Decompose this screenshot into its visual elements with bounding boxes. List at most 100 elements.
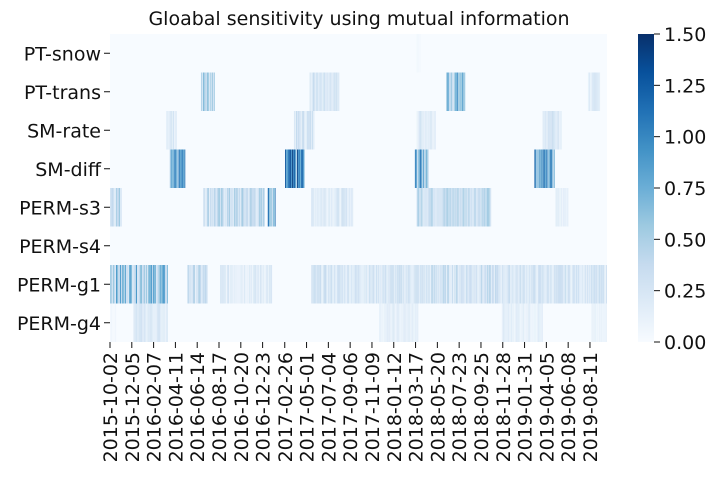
heatmap-cell [135,265,136,304]
heatmap-segment [200,72,215,111]
colorbar-ticks: 0.00 0.25 0.50 0.75 1.00 1.25 1.50 [654,24,706,354]
heatmap-cell [232,188,233,227]
heatmap-cell [507,303,509,342]
heatmap-cell [495,265,497,304]
heatmap-cell [345,188,347,227]
heatmap-cell [445,265,447,304]
heatmap-cell [452,188,454,227]
heatmap-cell [582,265,584,304]
heatmap-cell [255,265,257,304]
heatmap-cell [275,188,276,227]
heatmap-cell [418,111,420,150]
heatmap-cell [157,303,159,342]
heatmap-cell [461,72,463,111]
heatmap-cell [502,265,504,304]
heatmap-cell [590,265,592,304]
heatmap-segment [587,72,601,111]
heatmap-cell [113,303,114,342]
heatmap-cell [168,111,170,150]
heatmap-cell [267,265,269,304]
heatmap-cell [120,265,121,304]
heatmap-cell [500,265,502,304]
heatmap-cell [290,149,292,188]
heatmap-cell [421,265,423,304]
heatmap-cell [370,265,372,304]
heatmap-cell [433,111,435,150]
heatmap-cell [508,303,510,342]
heatmap-cell [480,188,482,227]
heatmap-cell [422,265,424,304]
heatmap-cell [592,72,594,111]
heatmap-cell [565,265,567,304]
heatmap-cell [516,303,518,342]
heatmap-cell [116,265,117,304]
heatmap-cell [513,303,515,342]
heatmap-cell [201,72,203,111]
heatmap-cell [114,265,115,304]
heatmap-cell [546,149,548,188]
heatmap-cell [447,72,449,111]
heatmap-cell [422,149,424,188]
heatmap-cell [476,188,478,227]
heatmap-cell [301,149,303,188]
heatmap-cell [154,303,156,342]
heatmap-cell [311,265,313,304]
heatmap-cell [133,265,134,304]
heatmap-cell [263,265,265,304]
heatmap-cell [595,303,597,342]
heatmap-cell [407,303,409,342]
heatmap-cell [534,303,536,342]
heatmap-cell [332,188,334,227]
heatmap-cell [436,188,438,227]
heatmap-cell [448,72,450,111]
heatmap-cell [391,303,393,342]
heatmap-cell [271,188,273,227]
heatmap-cell [554,265,556,304]
heatmap-cell [165,265,166,304]
heatmap-cell [356,265,358,304]
heatmap-cell [540,303,542,342]
heatmap-cell [444,265,446,304]
heatmap-cell [464,188,466,227]
heatmap-cell [160,265,161,304]
heatmap-cell [287,149,289,188]
heatmap-cell [303,149,305,188]
heatmap-cell [459,265,461,304]
heatmap-cell [312,265,314,304]
x-tick-label: 2017-05-01 [297,352,319,462]
heatmap-cell [429,265,431,304]
heatmap-cell [543,265,545,304]
heatmap-cell [265,265,267,304]
heatmap-cell [420,149,422,188]
heatmap-cell [319,188,321,227]
heatmap-cell [591,72,593,111]
heatmap-cell [209,72,211,111]
heatmap-cell [580,265,582,304]
heatmap-cell [179,149,181,188]
heatmap-cell [519,265,521,304]
heatmap-cell [395,303,397,342]
heatmap-cell [175,149,177,188]
heatmap-cell [535,265,537,304]
heatmap-cell [449,188,451,227]
heatmap-cell [330,265,332,304]
heatmap-cell [296,111,298,150]
heatmap-cell [326,265,328,304]
heatmap-cell [550,265,552,304]
heatmap-cell [244,265,246,304]
heatmap-cell [324,72,326,111]
heatmap-cell [253,265,255,304]
heatmap-cell [234,188,235,227]
heatmap-cell [418,34,420,73]
heatmap-cell [457,72,459,111]
heatmap-cell [556,188,558,227]
heatmap-cell [191,265,193,304]
heatmap-cell [527,265,529,304]
heatmap-cell [359,265,361,304]
heatmap-cell [227,188,228,227]
heatmap-cell [390,303,392,342]
heatmap-cell [438,188,440,227]
heatmap-cell [318,265,320,304]
heatmap-cell [377,265,379,304]
heatmap-cell [222,265,224,304]
